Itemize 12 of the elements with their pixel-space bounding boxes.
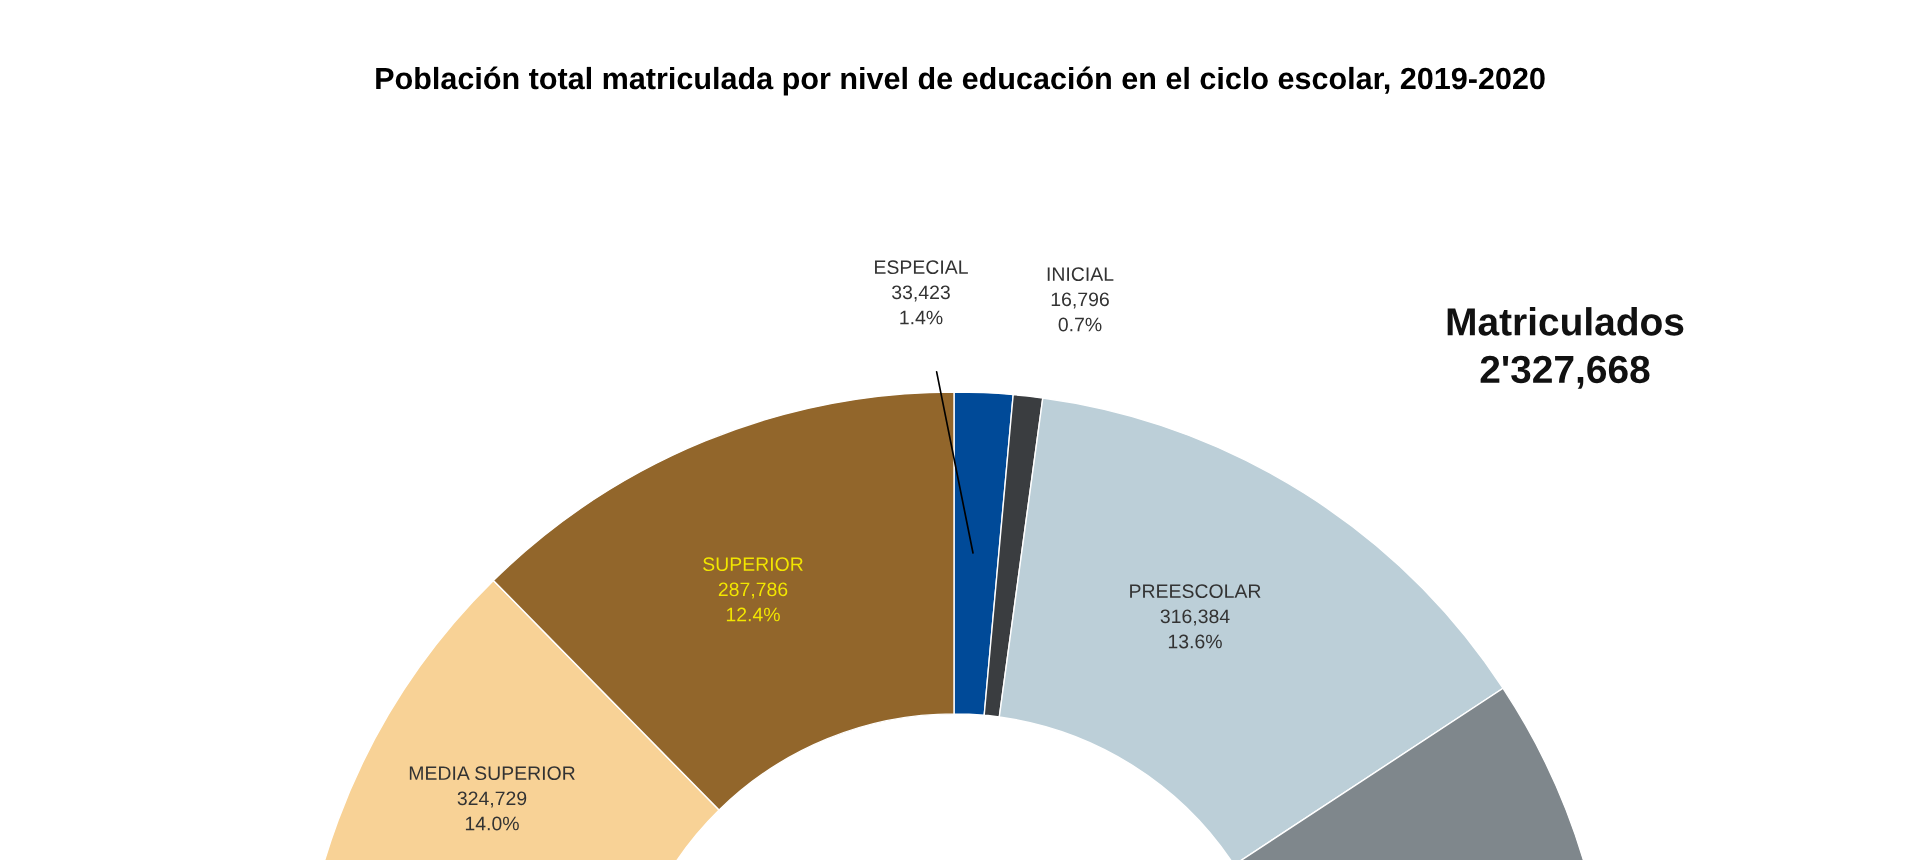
data-label: 316,384 13.6% bbox=[1160, 609, 1230, 649]
slice-label: PREESCOLAR bbox=[1130, 584, 1261, 599]
data-label: 33,423 1.4% bbox=[892, 285, 950, 325]
slice-label: ESPECIAL bbox=[875, 260, 968, 275]
data-label: 324,729 14.0% bbox=[457, 791, 527, 831]
data-label: 16,796 0.7% bbox=[1051, 292, 1109, 332]
data-label: 287,786 12.4% bbox=[718, 582, 788, 622]
slice-label: INICIAL bbox=[1047, 267, 1114, 282]
slice-label: SUPERIOR bbox=[703, 557, 803, 572]
chart-title: Población total matriculada por nivel de educación en el ciclo escolar, 2019-2020 bbox=[376, 66, 1545, 96]
text: Matriculados 2'327,668 bbox=[1447, 307, 1684, 389]
slice-label: MEDIA SUPERIOR bbox=[409, 766, 575, 781]
